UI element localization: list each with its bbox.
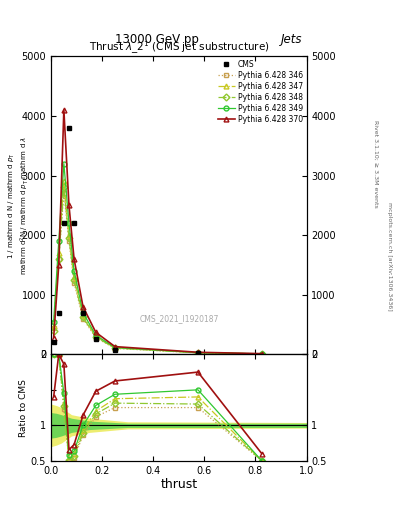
Line: CMS: CMS bbox=[51, 125, 200, 356]
Pythia 6.428 346 bbox=[196, 350, 200, 356]
X-axis label: thrust: thrust bbox=[160, 478, 197, 492]
Pythia 6.428 349 bbox=[94, 332, 98, 338]
Pythia 6.428 347 bbox=[113, 345, 118, 351]
Pythia 6.428 346 bbox=[81, 315, 85, 322]
Pythia 6.428 347 bbox=[51, 323, 56, 329]
Pythia 6.428 370 bbox=[259, 351, 264, 357]
Legend: CMS, Pythia 6.428 346, Pythia 6.428 347, Pythia 6.428 348, Pythia 6.428 349, Pyt: CMS, Pythia 6.428 346, Pythia 6.428 347,… bbox=[216, 58, 304, 125]
CMS bbox=[67, 125, 72, 131]
Pythia 6.428 346 bbox=[259, 351, 264, 357]
CMS bbox=[113, 347, 118, 353]
Pythia 6.428 346 bbox=[57, 256, 61, 262]
Y-axis label: 1 / mathrm d N / mathrm d $p_\mathrm{T}$
mathrm d$^2$N / mathrm d $p_\mathrm{T}$: 1 / mathrm d N / mathrm d $p_\mathrm{T}$… bbox=[7, 136, 31, 275]
Text: CMS_2021_I1920187: CMS_2021_I1920187 bbox=[139, 314, 219, 323]
Line: Pythia 6.428 348: Pythia 6.428 348 bbox=[51, 185, 264, 356]
Pythia 6.428 347 bbox=[259, 351, 264, 357]
Line: Pythia 6.428 347: Pythia 6.428 347 bbox=[51, 179, 264, 356]
Pythia 6.428 347 bbox=[57, 250, 61, 256]
Pythia 6.428 348 bbox=[94, 334, 98, 340]
CMS bbox=[81, 310, 85, 316]
Pythia 6.428 370 bbox=[196, 349, 200, 355]
Line: Pythia 6.428 370: Pythia 6.428 370 bbox=[51, 108, 264, 356]
Pythia 6.428 370 bbox=[67, 202, 72, 208]
Pythia 6.428 346 bbox=[94, 335, 98, 341]
Pythia 6.428 348 bbox=[72, 277, 77, 283]
Pythia 6.428 349 bbox=[196, 350, 200, 356]
Text: Rivet 3.1.10; ≥ 3.3M events: Rivet 3.1.10; ≥ 3.3M events bbox=[373, 120, 378, 208]
Y-axis label: Ratio to CMS: Ratio to CMS bbox=[19, 379, 28, 437]
Pythia 6.428 348 bbox=[113, 345, 118, 351]
Pythia 6.428 349 bbox=[81, 310, 85, 316]
Pythia 6.428 348 bbox=[259, 351, 264, 357]
Pythia 6.428 370 bbox=[81, 304, 85, 310]
Pythia 6.428 348 bbox=[57, 256, 61, 262]
Pythia 6.428 349 bbox=[62, 161, 66, 167]
CMS bbox=[57, 310, 61, 316]
Pythia 6.428 370 bbox=[113, 344, 118, 350]
Text: Jets: Jets bbox=[281, 33, 303, 46]
Pythia 6.428 348 bbox=[196, 350, 200, 356]
Text: mcplots.cern.ch [arXiv:1306.3436]: mcplots.cern.ch [arXiv:1306.3436] bbox=[387, 202, 391, 310]
Pythia 6.428 349 bbox=[259, 351, 264, 357]
Pythia 6.428 349 bbox=[67, 220, 72, 226]
Line: Pythia 6.428 349: Pythia 6.428 349 bbox=[51, 161, 264, 356]
Text: 13000 GeV pp: 13000 GeV pp bbox=[115, 33, 199, 46]
Pythia 6.428 370 bbox=[94, 329, 98, 335]
CMS bbox=[196, 350, 200, 356]
Pythia 6.428 349 bbox=[57, 238, 61, 244]
CMS bbox=[72, 220, 77, 226]
Pythia 6.428 347 bbox=[62, 178, 66, 184]
Pythia 6.428 346 bbox=[51, 325, 56, 331]
Pythia 6.428 348 bbox=[62, 184, 66, 190]
Pythia 6.428 346 bbox=[62, 190, 66, 197]
Pythia 6.428 346 bbox=[113, 345, 118, 351]
Pythia 6.428 370 bbox=[57, 262, 61, 268]
Pythia 6.428 347 bbox=[81, 312, 85, 318]
Pythia 6.428 349 bbox=[51, 318, 56, 325]
Pythia 6.428 348 bbox=[51, 328, 56, 334]
CMS bbox=[62, 220, 66, 226]
Title: Thrust $\lambda\_2^1$ (CMS jet substructure): Thrust $\lambda\_2^1$ (CMS jet substruct… bbox=[88, 40, 269, 56]
Pythia 6.428 349 bbox=[72, 268, 77, 274]
Pythia 6.428 348 bbox=[67, 235, 72, 241]
CMS bbox=[51, 339, 56, 346]
Pythia 6.428 349 bbox=[113, 345, 118, 351]
CMS bbox=[94, 336, 98, 343]
Pythia 6.428 347 bbox=[94, 333, 98, 339]
Pythia 6.428 346 bbox=[72, 280, 77, 286]
Line: Pythia 6.428 346: Pythia 6.428 346 bbox=[51, 191, 264, 356]
Pythia 6.428 348 bbox=[81, 314, 85, 321]
Pythia 6.428 370 bbox=[62, 107, 66, 113]
Pythia 6.428 347 bbox=[72, 274, 77, 280]
Pythia 6.428 370 bbox=[51, 335, 56, 341]
Pythia 6.428 347 bbox=[196, 350, 200, 356]
Pythia 6.428 347 bbox=[67, 232, 72, 238]
Pythia 6.428 346 bbox=[67, 238, 72, 244]
Pythia 6.428 370 bbox=[72, 256, 77, 262]
